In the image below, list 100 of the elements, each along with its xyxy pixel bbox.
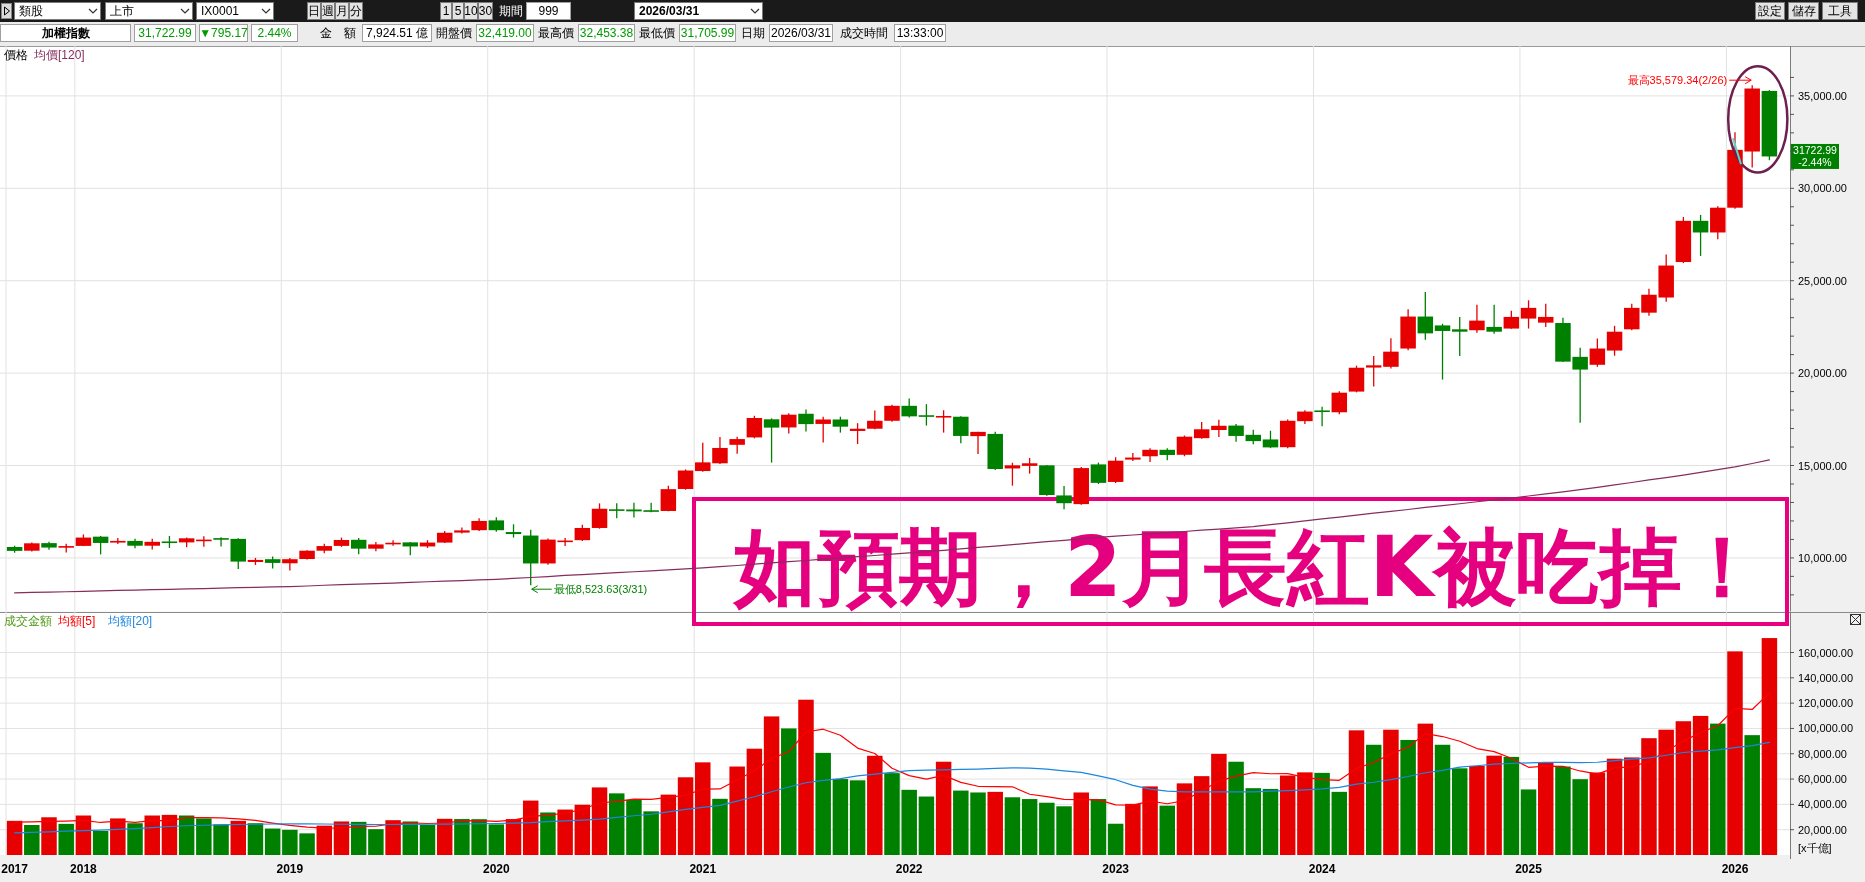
bar: [1538, 762, 1554, 855]
bar: [1193, 776, 1210, 855]
text: 2.44%: [257, 26, 292, 40]
x-tick-label: 2023: [1102, 862, 1130, 876]
bar: [781, 728, 797, 855]
bar: [1744, 735, 1760, 855]
bar: [1021, 799, 1038, 855]
text: 上市: [110, 4, 134, 18]
text: 最高價: [538, 26, 574, 40]
candlestick: [1383, 337, 1399, 370]
x-tick-label: 2021: [689, 862, 717, 876]
y-tick-label: 15,000.00: [1798, 459, 1847, 472]
y-tick-label: 80,000.00: [1798, 747, 1847, 760]
annotation: 最低8,523.63(3/31): [553, 583, 648, 596]
bar: [1365, 744, 1382, 855]
bar: [58, 823, 74, 855]
bar: [1211, 753, 1227, 855]
text: 日: [308, 4, 320, 18]
bar: [1331, 791, 1348, 855]
text: 5: [454, 4, 462, 18]
candlestick: [918, 403, 935, 427]
candlestick: [1589, 337, 1606, 368]
y-tick-label: 100,000.00: [1798, 722, 1854, 735]
text: 32,419.00: [478, 26, 533, 40]
line-series: [14, 692, 1770, 829]
text: 期間: [498, 4, 523, 18]
text: 加權指數: [40, 26, 91, 40]
text: ▼795.17: [199, 26, 249, 40]
candlestick: [901, 397, 917, 419]
text: 儲存: [1791, 4, 1816, 18]
text: 工具: [1828, 4, 1852, 18]
chart-title: 價格: [4, 48, 28, 62]
x-tick-label: 2017: [1, 862, 29, 876]
y-tick-label: 35,000.00: [1798, 89, 1847, 102]
text: 30: [478, 4, 493, 18]
bar: [1520, 789, 1537, 855]
x-tick-label: 2022: [895, 862, 923, 876]
bar: [1004, 797, 1021, 855]
bar: [540, 812, 556, 855]
candlestick: [591, 502, 608, 530]
text: 金 額: [320, 26, 356, 40]
text: 10: [464, 4, 478, 18]
bar: [1348, 730, 1365, 855]
x-tick-label: 2024: [1308, 862, 1336, 876]
y-tick-label: 20,000.00: [1798, 367, 1847, 380]
text: 週: [322, 4, 334, 18]
bar: [1710, 723, 1726, 855]
candlestick: [1538, 303, 1554, 328]
bar: [1090, 799, 1107, 855]
text: 均額[20]: [107, 614, 153, 628]
bar: [333, 821, 350, 855]
bar: [746, 748, 763, 855]
bar: [6, 820, 23, 855]
bar: [24, 825, 40, 855]
bar: [1107, 823, 1124, 855]
candlestick: [953, 415, 969, 444]
bar: [1675, 721, 1692, 855]
bar: [1727, 651, 1743, 855]
bar: [316, 825, 333, 855]
candlestick: [230, 537, 246, 570]
bar: [419, 825, 436, 855]
bar: [110, 818, 126, 855]
candlestick: [1211, 419, 1227, 438]
candlestick: [935, 409, 952, 434]
bar: [350, 821, 367, 855]
text: 最低價: [639, 26, 675, 40]
bar: [987, 791, 1003, 855]
bar: [1589, 772, 1606, 855]
bar: [1417, 723, 1434, 855]
bar: [1176, 783, 1193, 855]
candlestick: [1348, 365, 1365, 393]
candlestick: [815, 416, 831, 444]
candlestick: [763, 417, 780, 464]
bar: [1297, 772, 1313, 855]
text: 31,705.99: [680, 26, 735, 40]
text: 7,924.51 億: [365, 26, 429, 40]
candlestick: [712, 436, 728, 465]
bar: [505, 819, 522, 855]
candlestick: [213, 536, 229, 548]
candlestick: [1451, 316, 1468, 357]
bar: [127, 823, 143, 855]
bar: [1159, 805, 1175, 855]
candlestick: [1056, 485, 1072, 510]
text: 32,453.38: [579, 26, 634, 40]
bar: [1434, 744, 1451, 855]
bar: [247, 823, 264, 855]
x-tick-label: 2025: [1515, 862, 1543, 876]
y-tick-label: 120,000.00: [1798, 697, 1854, 710]
y-tick-label: 10,000.00: [1798, 551, 1847, 564]
x-tick-label: 2018: [70, 862, 98, 876]
bar: [41, 817, 57, 855]
bar: [178, 815, 195, 855]
candlestick: [1606, 325, 1623, 357]
text: -2.44%: [1798, 156, 1832, 169]
bar: [368, 829, 384, 855]
text: 31,722.99: [138, 26, 193, 40]
x-tick-label: 2026: [1721, 862, 1749, 876]
candlestick: [677, 468, 694, 491]
bar: [1761, 638, 1778, 855]
text: 2026/03/31: [639, 4, 700, 18]
